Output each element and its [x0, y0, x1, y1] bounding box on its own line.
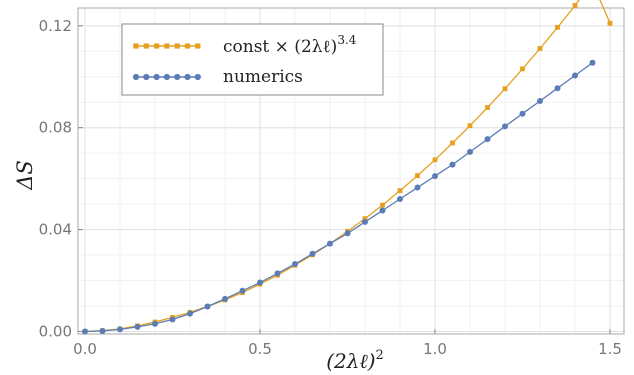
numerics-point	[257, 279, 263, 286]
y-tick-label: 0.04	[39, 221, 72, 239]
numerics-point	[187, 310, 193, 317]
fit-point	[450, 140, 455, 146]
fit-point	[397, 188, 403, 194]
series-numerics	[82, 59, 596, 335]
numerics-point	[82, 328, 88, 335]
numerics-point	[204, 303, 211, 310]
y-tick-label: 0.08	[39, 119, 72, 137]
legend-box	[121, 23, 384, 96]
numerics-point	[502, 123, 508, 130]
numerics-point	[397, 196, 403, 203]
legend-swatch-marker	[143, 43, 149, 49]
numerics-point	[519, 110, 526, 117]
numerics-point	[572, 72, 578, 79]
fit-point	[362, 216, 368, 222]
fit-point	[537, 46, 543, 51]
numerics-point	[99, 327, 106, 334]
numerics-point	[432, 173, 438, 180]
numerics-point	[344, 230, 351, 237]
fit-point	[380, 202, 385, 208]
numerics-point	[362, 218, 368, 225]
y-axis-label: ΔS	[13, 160, 37, 191]
x-tick-label: 1.5	[598, 340, 622, 358]
numerics-point	[537, 97, 543, 104]
numerics-point	[169, 316, 176, 323]
x-tick-label: 0.0	[73, 340, 97, 358]
fit-point	[432, 157, 438, 163]
legend-swatch-marker	[153, 73, 160, 81]
fit-point	[555, 24, 560, 30]
axis-ticks: 0.0 0.5 1.0 1.5 0.00 0.04 0.08 0.12	[39, 17, 622, 358]
x-tick-label: 1.0	[423, 340, 447, 358]
legend-swatch-marker	[194, 73, 201, 81]
x-axis-label: (2λℓ)2	[326, 348, 384, 373]
legend-swatch-marker	[163, 73, 170, 81]
fit-point	[607, 20, 613, 26]
legend-swatch-marker	[174, 43, 180, 49]
numerics-point	[152, 320, 158, 327]
x-tick-label: 0.5	[248, 340, 272, 358]
numerics-point	[467, 148, 473, 155]
series-layer	[82, 0, 613, 335]
numerics-point	[134, 323, 141, 330]
legend-swatch-marker	[164, 43, 170, 49]
numerics-point	[292, 260, 298, 267]
numerics-point	[554, 85, 561, 92]
numerics-point	[379, 207, 386, 214]
fit-point	[467, 123, 473, 129]
fit-point	[572, 3, 578, 8]
legend-swatch-marker	[132, 73, 140, 81]
numerics-point	[589, 59, 596, 66]
legend-numerics-swatch	[132, 73, 201, 81]
legend-swatch-marker	[184, 43, 191, 49]
legend-swatch-marker	[195, 43, 201, 49]
legend-fit-label: const × (2λℓ)3.4	[223, 33, 357, 57]
numerics-point	[327, 240, 333, 247]
numerics-point	[449, 161, 456, 168]
legend-fit-swatch	[133, 43, 201, 49]
numerics-line	[84, 62, 593, 333]
y-tick-label: 0.12	[39, 17, 72, 35]
numerics-point	[414, 184, 421, 191]
fit-point	[485, 105, 490, 110]
numerics-point	[239, 287, 246, 294]
legend-numerics-label: numerics	[223, 67, 303, 87]
numerics-point	[274, 270, 281, 277]
legend-swatch-marker	[184, 73, 191, 81]
legend-swatch-marker	[133, 43, 139, 49]
numerics-point	[222, 295, 228, 302]
fit-point	[415, 173, 420, 178]
legend-swatch-marker	[154, 43, 160, 49]
legend-swatch-marker	[174, 73, 181, 81]
fit-point	[502, 86, 508, 92]
plot-frame	[77, 7, 625, 335]
fit-point	[520, 66, 525, 72]
y-tick-label: 0.00	[39, 322, 72, 340]
numerics-point	[309, 250, 316, 257]
numerics-point	[484, 136, 491, 143]
legend-swatch-marker	[143, 73, 150, 81]
numerics-point	[117, 326, 123, 333]
legend: const × (2λℓ)3.4 numerics	[121, 23, 384, 96]
